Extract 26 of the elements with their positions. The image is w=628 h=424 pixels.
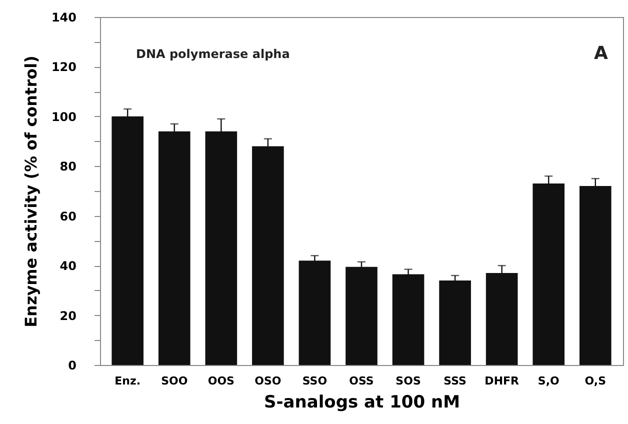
bar <box>439 280 471 365</box>
x-axis-title: S-analogs at 100 nM <box>264 392 460 412</box>
bar <box>392 274 424 365</box>
x-tick-label: OOS <box>208 374 235 388</box>
x-tick-label: OSO <box>254 374 282 388</box>
x-tick-label: OSS <box>349 374 374 388</box>
x-tick-label: SSO <box>302 374 328 388</box>
x-tick-label: O,S <box>584 374 606 388</box>
x-tick-label: SSS <box>444 374 467 388</box>
bar <box>346 266 378 365</box>
y-tick-label: 40 <box>60 259 76 274</box>
y-tick-label: 60 <box>60 209 76 224</box>
y-tick-label: 0 <box>68 358 76 372</box>
y-tick-label: 120 <box>51 60 76 74</box>
x-tick-label: SOO <box>161 374 188 388</box>
y-tick-label: 140 <box>51 10 76 24</box>
y-tick-label: 80 <box>60 160 76 174</box>
y-tick-label: 20 <box>60 308 76 323</box>
annotation: DNA polymerase alpha <box>136 47 290 61</box>
annotation: A <box>594 43 608 64</box>
x-tick-label: SOS <box>396 374 421 388</box>
x-tick-label: S,O <box>538 374 560 388</box>
y-tick-label: 100 <box>51 110 76 124</box>
x-tick-label: DHFR <box>484 374 520 388</box>
x-tick-label: Enz. <box>114 374 141 388</box>
y-axis-title: Enzyme activity (% of control) <box>21 56 40 328</box>
